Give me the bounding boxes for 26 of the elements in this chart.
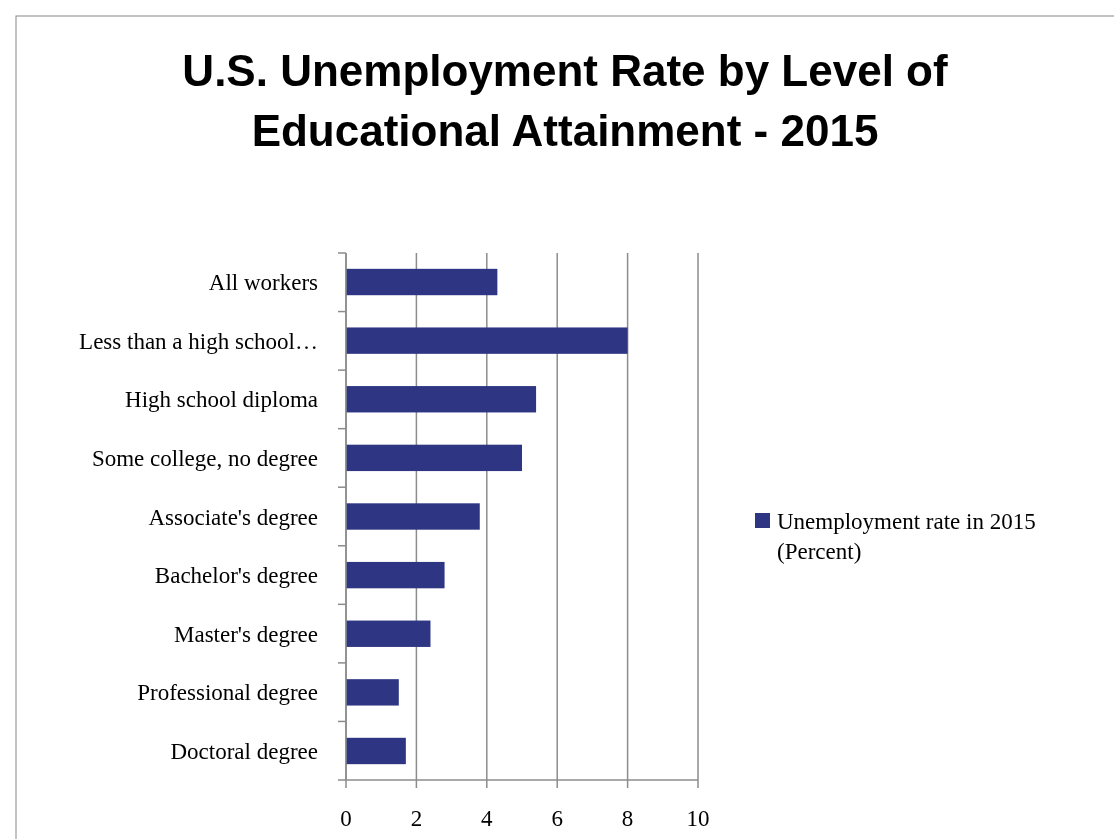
bar [346,561,445,589]
y-tick-label: Doctoral degree [170,739,318,765]
bar [346,327,628,354]
x-tick-label: 2 [410,806,423,831]
chart-title: U.S. Unemployment Rate by Level of Educational Attainment - 2015 [182,46,948,155]
y-tick-label: All workers [208,270,319,296]
y-tick-label: High school diploma [125,387,318,413]
y-tick-label: Less than a high school… [79,328,318,354]
x-tick-label: 4 [481,806,494,831]
y-tick-label: Some college, no degree [91,445,318,471]
bar [346,503,480,530]
bar [346,386,537,413]
y-tick-label: Associate's degree [148,504,318,530]
y-tick-label: Bachelor's degree [154,563,318,589]
x-tick-label: 8 [621,806,634,831]
x-tick-label: 6 [551,806,563,831]
bar [346,620,431,647]
x-tick-label: 0 [340,806,352,831]
bar [346,444,522,472]
y-tick-label: Professional degree [137,680,318,706]
bar [346,679,399,706]
y-tick-label: Master's degree [174,621,318,647]
bar [346,737,406,765]
bar [346,268,498,296]
legend-label: Unemployment rate in 2015 (Percent) [777,509,1036,564]
x-tick-label: 10 [686,806,710,831]
